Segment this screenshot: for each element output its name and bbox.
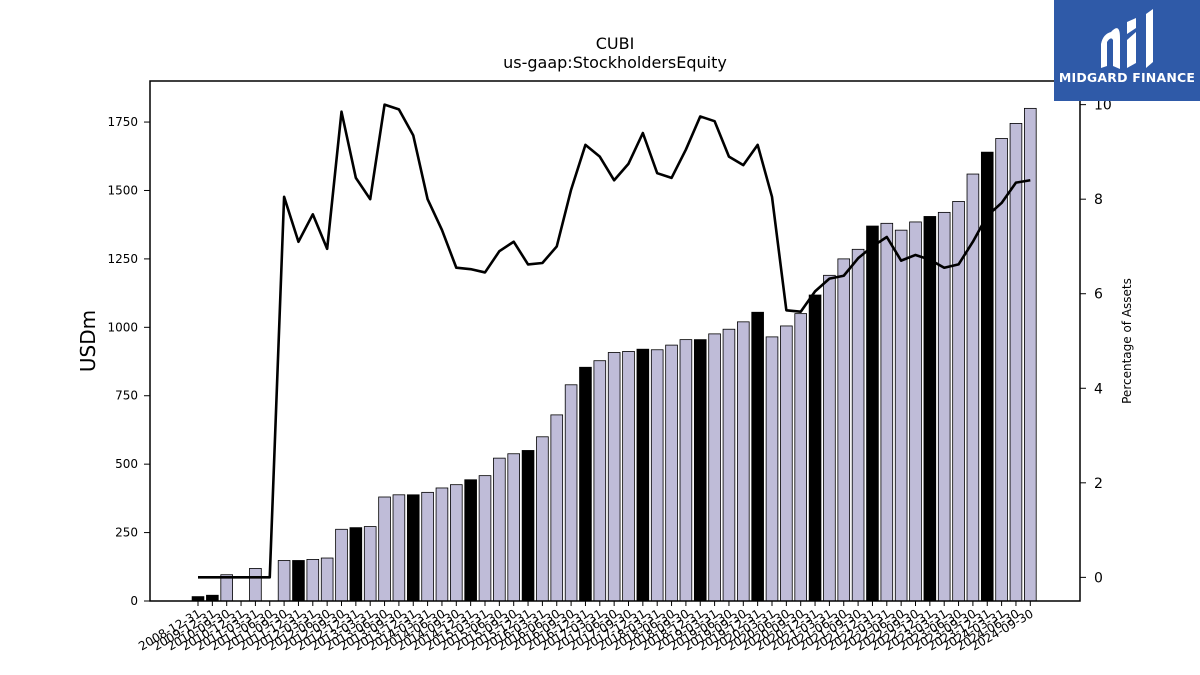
bar bbox=[708, 333, 721, 602]
bar bbox=[722, 328, 736, 602]
bar bbox=[923, 216, 937, 602]
y2-tick-label: 10 bbox=[1094, 98, 1112, 114]
bar bbox=[909, 221, 922, 602]
bar bbox=[765, 336, 779, 602]
y2-tick-label: 2 bbox=[1094, 476, 1103, 492]
bar bbox=[564, 384, 578, 602]
bar bbox=[780, 325, 793, 602]
bar bbox=[421, 491, 434, 602]
plot-frame bbox=[149, 80, 1081, 602]
bar bbox=[292, 560, 305, 602]
left-axis: 0 250 500 750 1000 1250 1500 1750 bbox=[107, 115, 150, 608]
bar bbox=[464, 479, 477, 602]
y2-tick-label: 8 bbox=[1094, 192, 1103, 208]
y2-tick-label: 6 bbox=[1094, 287, 1103, 303]
bar bbox=[406, 494, 420, 602]
y2-axis-label: Percentage of Assets bbox=[1120, 278, 1134, 404]
bar bbox=[320, 557, 334, 602]
bar bbox=[435, 487, 449, 602]
bar bbox=[622, 350, 635, 602]
y-tick-label: 1000 bbox=[107, 320, 138, 334]
bar bbox=[392, 494, 406, 602]
bar bbox=[478, 475, 492, 602]
bar bbox=[737, 321, 750, 602]
bar bbox=[966, 173, 980, 602]
bar bbox=[220, 574, 233, 602]
bar bbox=[980, 151, 994, 602]
bar bbox=[378, 496, 391, 602]
percentage-line bbox=[198, 103, 1031, 579]
bar bbox=[693, 339, 707, 602]
bar bbox=[579, 366, 592, 602]
bar bbox=[363, 526, 377, 602]
chart-title: CUBI bbox=[596, 34, 635, 53]
bar bbox=[679, 339, 693, 602]
bar bbox=[536, 436, 549, 602]
y-tick-label: 750 bbox=[115, 389, 138, 403]
bar bbox=[808, 294, 822, 602]
line-series bbox=[198, 103, 1031, 579]
bar bbox=[751, 311, 764, 602]
bar bbox=[650, 349, 664, 602]
x-axis: 2008-12-312009-12-312010-09-302010-12-31… bbox=[136, 601, 1036, 653]
midgard-m-logo-icon bbox=[1101, 9, 1153, 69]
bar bbox=[823, 274, 836, 602]
y-tick-label: 0 bbox=[130, 594, 138, 608]
right-axis: 0 2 4 6 8 10 bbox=[1080, 98, 1112, 586]
bar bbox=[507, 453, 520, 602]
chart-subtitle: us-gaap:StockholdersEquity bbox=[503, 53, 727, 72]
bar bbox=[866, 225, 879, 602]
bar bbox=[794, 313, 807, 602]
y-tick-label: 1250 bbox=[107, 252, 138, 266]
bar bbox=[894, 229, 908, 602]
bar bbox=[837, 258, 851, 602]
brand-name: MIDGARD FINANCE bbox=[1058, 70, 1196, 85]
y-tick-label: 1750 bbox=[107, 115, 138, 129]
bar bbox=[952, 201, 965, 602]
bar bbox=[1009, 123, 1023, 602]
bar bbox=[277, 560, 291, 602]
y2-tick-label: 4 bbox=[1094, 381, 1103, 397]
bar bbox=[306, 559, 320, 602]
bar bbox=[206, 594, 219, 602]
bar bbox=[607, 352, 621, 602]
bar bbox=[521, 450, 535, 602]
bar bbox=[665, 344, 678, 602]
bar bbox=[493, 457, 506, 602]
bar bbox=[550, 414, 564, 602]
bar bbox=[349, 527, 363, 602]
bar bbox=[249, 568, 262, 602]
y-axis-label: USDm bbox=[76, 310, 100, 372]
bar bbox=[851, 248, 865, 602]
y-tick-label: 500 bbox=[115, 457, 138, 471]
bar bbox=[880, 222, 894, 602]
bar bbox=[636, 348, 650, 602]
bar bbox=[335, 528, 348, 602]
y2-tick-label: 0 bbox=[1094, 570, 1103, 586]
bar-series bbox=[191, 107, 1037, 602]
y-tick-label: 1500 bbox=[107, 183, 138, 197]
bar bbox=[450, 484, 463, 602]
bar bbox=[937, 211, 951, 602]
bar bbox=[593, 360, 607, 602]
y-tick-label: 250 bbox=[115, 526, 138, 540]
brand-logo: MIDGARD FINANCE bbox=[1054, 0, 1200, 101]
